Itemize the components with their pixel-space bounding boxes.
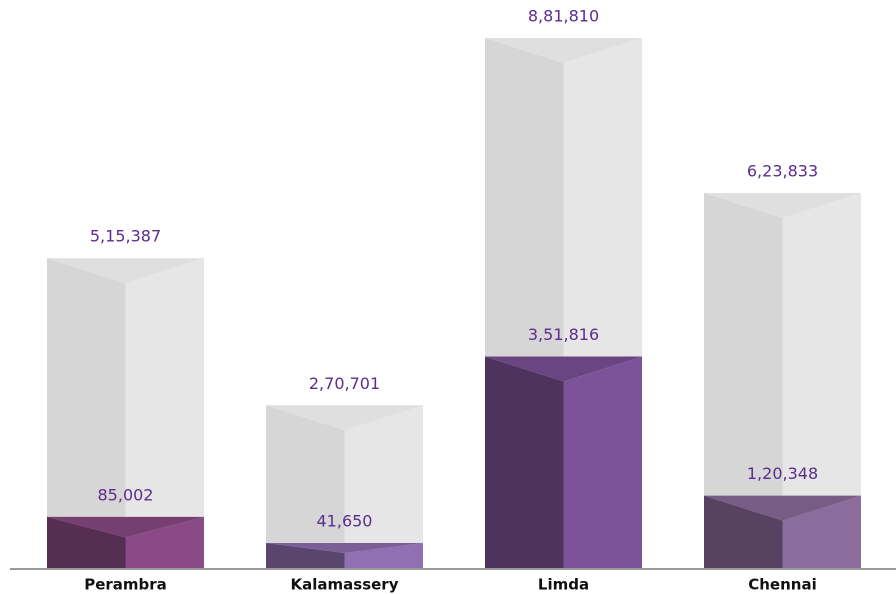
bar-left-face: [47, 258, 126, 568]
value-label: 1,20,348: [747, 464, 818, 483]
bar-right-face: [344, 542, 423, 568]
x-tick-label: Limda: [538, 576, 589, 594]
bar: [704, 495, 861, 568]
bar-left-face: [485, 356, 564, 568]
value-label: 8,81,810: [528, 7, 599, 26]
value-label: 41,650: [317, 511, 373, 530]
x-tick-label: Perambra: [84, 576, 167, 594]
bar-right-face: [125, 516, 204, 568]
x-tick-label: Chennai: [748, 576, 816, 594]
bar-right-face: [782, 495, 861, 568]
bar: [47, 258, 204, 568]
bar-left-face: [266, 542, 345, 568]
bar-right-face: [563, 356, 642, 568]
bar-top-face: [266, 542, 423, 553]
bar-top-face: [485, 38, 642, 63]
bar: [47, 516, 204, 568]
value-label: 6,23,833: [747, 162, 818, 181]
value-label: 3,51,816: [528, 325, 599, 344]
bar-left-face: [704, 193, 783, 568]
x-tick-label: Kalamassery: [291, 576, 399, 594]
bar: [485, 356, 642, 568]
bar-top-face: [47, 258, 204, 284]
bar: [266, 405, 423, 568]
value-label: 5,15,387: [90, 227, 161, 246]
value-label: 85,002: [98, 485, 154, 504]
bar-top-face: [704, 193, 861, 219]
bar-left-face: [704, 495, 783, 568]
bar-top-face: [266, 405, 423, 431]
bar-right-face: [125, 258, 204, 568]
bar-right-face: [782, 193, 861, 568]
bar-top-face: [485, 356, 642, 382]
bar: [266, 542, 423, 568]
bar-top-face: [47, 516, 204, 538]
bar-left-face: [47, 516, 126, 568]
bar-left-face: [266, 405, 345, 568]
value-label: 2,70,701: [309, 374, 380, 393]
bar-top-face: [704, 495, 861, 521]
bar: [704, 193, 861, 568]
bar-right-face: [344, 405, 423, 568]
